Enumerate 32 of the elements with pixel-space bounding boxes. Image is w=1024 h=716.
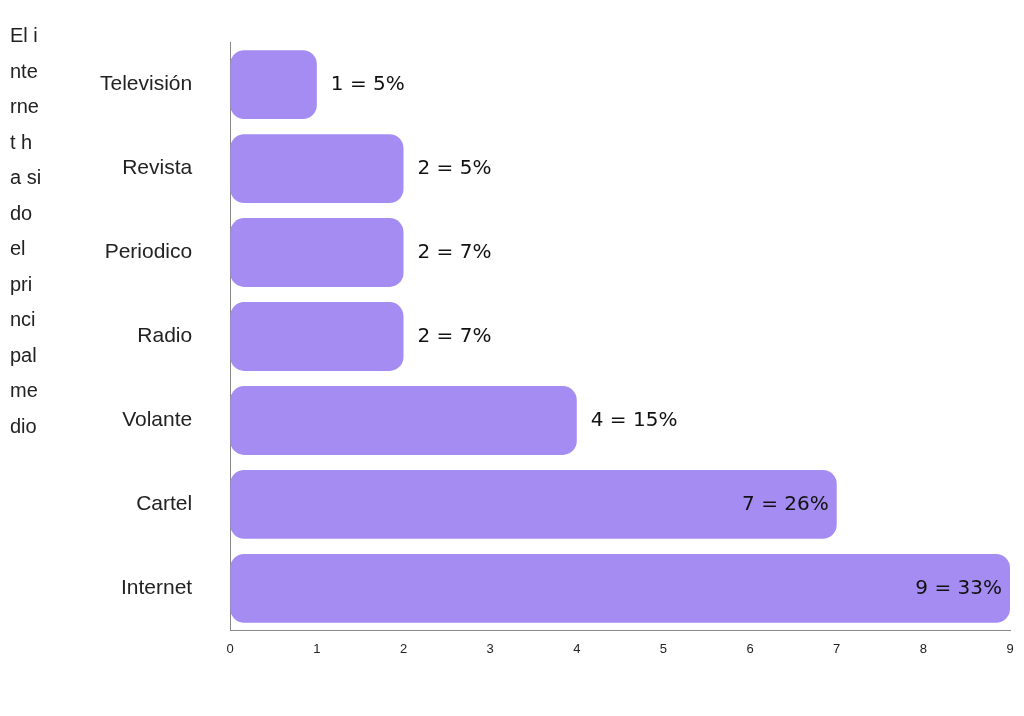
data-label: 1 = 5% bbox=[330, 70, 405, 95]
x-tick-label: 2 bbox=[399, 640, 408, 656]
y-tick-label: Internet bbox=[120, 575, 193, 599]
y-tick-label: Cartel bbox=[136, 491, 193, 515]
x-tick-label: 5 bbox=[659, 640, 668, 656]
data-label: 2 = 7% bbox=[417, 322, 492, 347]
bar bbox=[230, 553, 1010, 623]
bar bbox=[230, 50, 317, 120]
bar bbox=[230, 470, 837, 539]
y-tick-label: Volante bbox=[122, 407, 193, 431]
data-label: 7 = 26% bbox=[742, 490, 829, 515]
bar bbox=[230, 218, 404, 287]
x-tick-label: 0 bbox=[226, 640, 234, 656]
bar bbox=[230, 134, 404, 203]
data-label: 2 = 5% bbox=[417, 154, 492, 179]
data-label: 2 = 7% bbox=[417, 238, 492, 263]
x-tick-label: 3 bbox=[486, 640, 494, 656]
bar bbox=[230, 386, 577, 455]
y-tick-label: Televisión bbox=[99, 71, 193, 95]
x-tick-label: 9 bbox=[1006, 640, 1014, 656]
bar bbox=[230, 302, 404, 371]
data-label: 4 = 15% bbox=[590, 406, 678, 431]
text: El internet ha sido el principal medio bbox=[10, 24, 42, 437]
data-label: 9 = 33% bbox=[915, 574, 1002, 599]
x-tick-label: 6 bbox=[746, 640, 754, 656]
y-tick-label: Revista bbox=[122, 155, 193, 179]
y-tick-label: Periodico bbox=[104, 239, 193, 263]
x-tick-label: 1 bbox=[313, 640, 321, 656]
y-tick-label: Radio bbox=[137, 323, 193, 347]
x-tick-label: 4 bbox=[573, 640, 581, 656]
x-tick-label: 7 bbox=[833, 640, 841, 656]
x-tick-label: 8 bbox=[919, 640, 927, 656]
